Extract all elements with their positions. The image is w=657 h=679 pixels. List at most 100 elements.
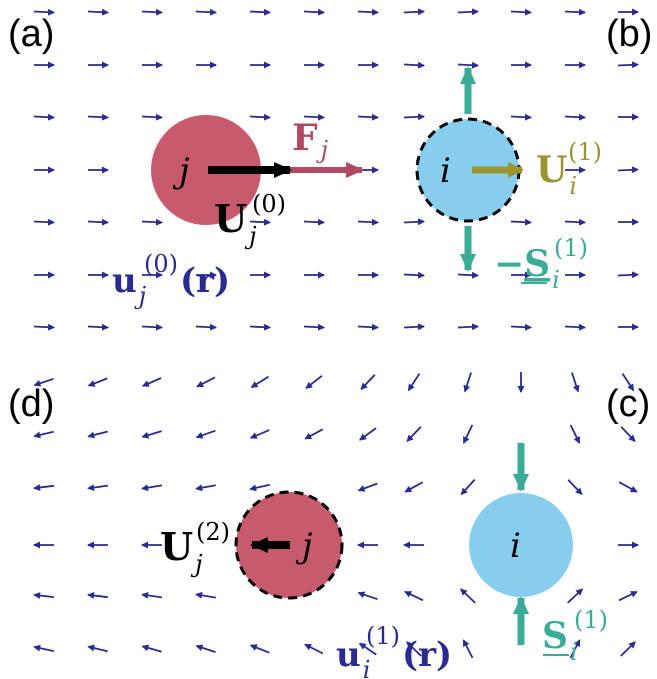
flow-arrow [621,373,635,392]
body-label-i-c: i [510,526,521,566]
velocity-label-j2: Uj(2) [160,518,230,578]
flow-arrow [196,376,216,388]
flow-label-i1: ui(1)(r) [336,622,452,679]
flow-arrow [357,591,378,601]
flow-arrow [141,8,163,16]
flow-arrow [457,8,479,16]
panel-label-a: (a) [8,13,54,55]
flow-arrow [249,113,271,121]
particle-j-a [151,115,261,225]
flow-arrow [360,374,376,391]
flow-arrow [403,61,425,69]
flow-arrow [305,375,323,389]
flow-arrow [404,590,424,602]
flow-arrow [141,377,162,387]
flow-arrow [33,484,55,491]
flow-label-j0: uj(0)(r) [112,250,230,310]
velocity-label-i1: Ui(1) [536,138,602,200]
flow-arrow [357,482,378,492]
flow-arrow [569,639,581,659]
flow-arrow [141,591,163,599]
flow-arrow [87,644,108,653]
flow-arrow [404,481,424,493]
flow-arrow [407,373,421,392]
flow-arrow [617,166,639,174]
flow-arrow [618,481,638,493]
flow-arrow [510,8,532,16]
flow-arrow [33,113,55,121]
flow-arrow [569,424,581,444]
flow-arrow [303,8,325,16]
flow-arrow [403,113,425,121]
flow-arrow [303,218,325,226]
flow-arrow [33,430,54,439]
flow-arrow [567,588,584,604]
flow-arrow [510,218,532,226]
flow-arrow [618,590,638,602]
flow-arrow [141,113,163,121]
flow-arrow [357,218,379,226]
flow-arrow [403,218,425,226]
flow-arrow [87,113,109,121]
flow-arrow [457,323,479,331]
flow-arrow [564,218,586,226]
flow-arrow [87,430,108,439]
flow-arrow [33,592,54,600]
flow-arrow [87,218,109,226]
flow-arrow [510,323,532,331]
flow-arrow [249,644,270,654]
flow-arrow [457,271,479,279]
flow-arrow [403,323,425,331]
flow-arrow [141,430,162,439]
flow-arrow [462,424,474,444]
body-label-i-b: i [440,151,451,191]
flow-arrow [620,426,636,442]
flow-arrow [463,372,472,393]
flow-arrow [303,323,325,331]
flow-arrow [617,61,639,69]
flow-arrow [141,644,162,653]
flow-arrow [303,113,325,121]
flow-arrow [141,484,163,492]
flow-arrow [249,218,271,226]
flow-arrow [567,479,583,496]
flow-arrow [457,61,479,69]
flow-arrow [87,592,109,599]
flow-arrow [195,484,216,492]
flow-arrow [249,429,270,439]
flow-arrow [249,323,271,331]
flow-arrow [87,377,108,387]
particle-i-c [469,493,573,597]
flow-arrow [357,323,379,331]
flow-arrow [357,113,379,121]
flow-arrow [564,113,586,121]
flow-arrow [620,641,636,657]
flow-arrow [33,8,55,16]
flow-arrow [564,323,586,331]
flow-arrow [617,271,639,279]
flow-arrow [87,8,109,16]
flow-arrow [304,428,324,440]
flow-arrow [460,478,476,496]
flow-arrow [462,639,474,659]
flow-arrow [87,323,109,331]
flow-arrow [358,642,377,656]
flow-arrow [33,218,55,226]
flow-arrow [359,427,377,441]
flow-arrow [141,218,163,226]
flow-arrow [249,8,271,16]
flow-arrow [195,8,217,16]
flow-arrow [564,8,586,16]
stresslet-label-neg: −Si(1) [494,234,588,294]
flow-arrow [250,375,269,389]
flow-arrow [33,644,54,652]
flow-arrow [460,588,476,604]
flow-arrow [195,429,216,439]
stresslet-label: Si(1) [542,606,608,666]
flow-arrow [141,323,163,331]
flow-arrow [406,426,422,442]
panel-label-d: (d) [8,383,54,425]
flow-arrow [403,271,425,279]
flow-arrow [87,484,109,492]
